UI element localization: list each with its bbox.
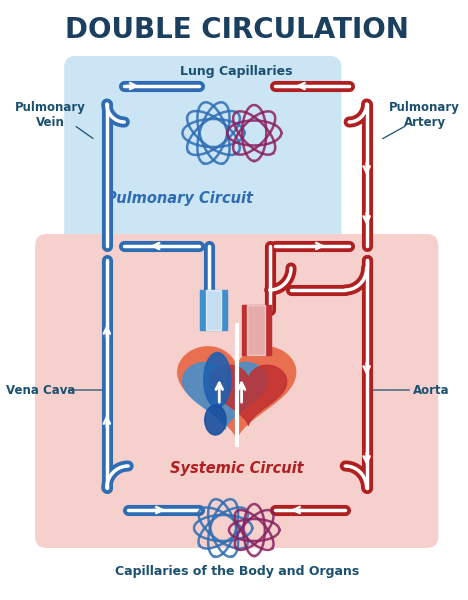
- Text: Pulmonary Circuit: Pulmonary Circuit: [106, 191, 253, 205]
- Ellipse shape: [204, 352, 231, 407]
- Polygon shape: [183, 362, 268, 429]
- FancyBboxPatch shape: [35, 234, 439, 548]
- Text: Pulmonary
Artery: Pulmonary Artery: [389, 101, 460, 129]
- Text: DOUBLE CIRCULATION: DOUBLE CIRCULATION: [65, 16, 409, 44]
- FancyBboxPatch shape: [64, 56, 342, 258]
- Text: Capillaries of the Body and Organs: Capillaries of the Body and Organs: [115, 565, 359, 578]
- Text: Vena Cava: Vena Cava: [6, 383, 76, 397]
- Ellipse shape: [205, 405, 226, 435]
- Text: Aorta: Aorta: [413, 383, 450, 397]
- Text: Lung Capillaries: Lung Capillaries: [181, 65, 293, 79]
- Text: Systemic Circuit: Systemic Circuit: [170, 461, 304, 475]
- Polygon shape: [210, 365, 287, 425]
- Text: Pulmonary
Vein: Pulmonary Vein: [15, 101, 86, 129]
- Polygon shape: [178, 347, 296, 439]
